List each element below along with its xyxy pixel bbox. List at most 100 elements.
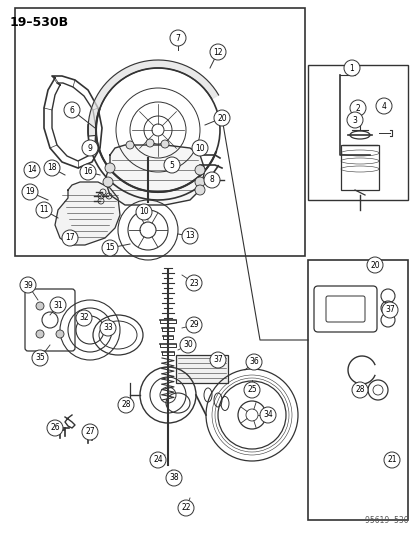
Text: 34: 34 [263,410,272,419]
Text: 6: 6 [69,106,74,115]
Text: 3: 3 [352,116,356,125]
Circle shape [82,424,98,440]
Circle shape [209,44,225,60]
Circle shape [164,157,180,173]
Text: 14: 14 [27,166,37,174]
FancyBboxPatch shape [325,296,364,322]
Circle shape [209,352,225,368]
Text: 95619  530: 95619 530 [365,516,408,525]
Text: 26: 26 [50,424,59,432]
Text: 22: 22 [181,504,190,513]
Text: 31: 31 [53,301,63,310]
Circle shape [243,382,259,398]
Text: 19: 19 [25,188,35,197]
Circle shape [185,317,202,333]
Text: 30: 30 [183,341,192,350]
Circle shape [76,310,92,326]
Circle shape [105,163,115,173]
Polygon shape [105,145,204,205]
Bar [15,8,304,256]
Text: 24: 24 [153,456,162,464]
Bar [176,355,228,383]
Circle shape [375,98,391,114]
Text: 38: 38 [169,473,178,482]
Circle shape [381,302,397,318]
Text: 8: 8 [209,175,214,184]
Circle shape [56,302,64,310]
Circle shape [47,420,63,436]
Circle shape [195,165,204,175]
Text: 5: 5 [169,160,174,169]
Circle shape [161,140,169,148]
Circle shape [100,320,116,336]
Circle shape [366,257,382,273]
Text: 39: 39 [23,280,33,289]
Text: 16: 16 [83,167,93,176]
Text: 23: 23 [189,279,198,287]
Circle shape [204,172,219,188]
Circle shape [195,185,204,195]
Circle shape [118,397,134,413]
Circle shape [102,240,118,256]
Circle shape [178,500,194,516]
Circle shape [351,382,367,398]
Text: 28: 28 [121,400,131,409]
Circle shape [185,275,202,291]
Circle shape [82,140,98,156]
Text: 2: 2 [355,103,359,112]
Circle shape [136,204,152,220]
Text: 17: 17 [65,233,75,243]
Text: 21: 21 [386,456,396,464]
Circle shape [214,110,230,126]
Text: 11: 11 [39,206,49,214]
Text: 4: 4 [381,101,385,110]
Circle shape [180,337,195,353]
Text: 28: 28 [354,385,364,394]
Circle shape [36,302,44,310]
Circle shape [383,452,399,468]
Text: 20: 20 [369,261,379,270]
Circle shape [80,164,96,180]
Circle shape [103,177,113,187]
Circle shape [192,140,207,156]
Circle shape [166,470,182,486]
Circle shape [56,330,64,338]
Circle shape [146,139,154,147]
Text: 36: 36 [249,358,258,367]
Text: 13: 13 [185,231,195,240]
Text: 37: 37 [384,305,394,314]
Text: 12: 12 [213,47,222,56]
Text: 27: 27 [85,427,95,437]
Circle shape [346,112,362,128]
Text: 10: 10 [195,143,204,152]
Text: 10: 10 [139,207,148,216]
Circle shape [24,162,40,178]
Circle shape [22,184,38,200]
Text: 32: 32 [79,313,89,322]
Text: 33: 33 [103,324,113,333]
Circle shape [343,60,359,76]
Circle shape [20,277,36,293]
Text: 9: 9 [88,143,92,152]
Circle shape [349,100,365,116]
Bar [307,260,407,520]
Text: 35: 35 [35,353,45,362]
Circle shape [32,350,48,366]
Circle shape [195,177,204,187]
Text: 7: 7 [175,34,180,43]
Bar [307,65,407,200]
Text: 37: 37 [213,356,222,365]
Circle shape [62,230,78,246]
Circle shape [259,407,275,423]
Text: 1: 1 [349,63,354,72]
Text: 20: 20 [217,114,226,123]
Circle shape [36,330,44,338]
Circle shape [182,228,197,244]
Polygon shape [88,60,218,136]
Circle shape [150,452,166,468]
Circle shape [126,141,134,149]
Text: 15: 15 [105,244,114,253]
Text: 25: 25 [247,385,256,394]
Text: 29: 29 [189,320,198,329]
Polygon shape [55,182,120,245]
